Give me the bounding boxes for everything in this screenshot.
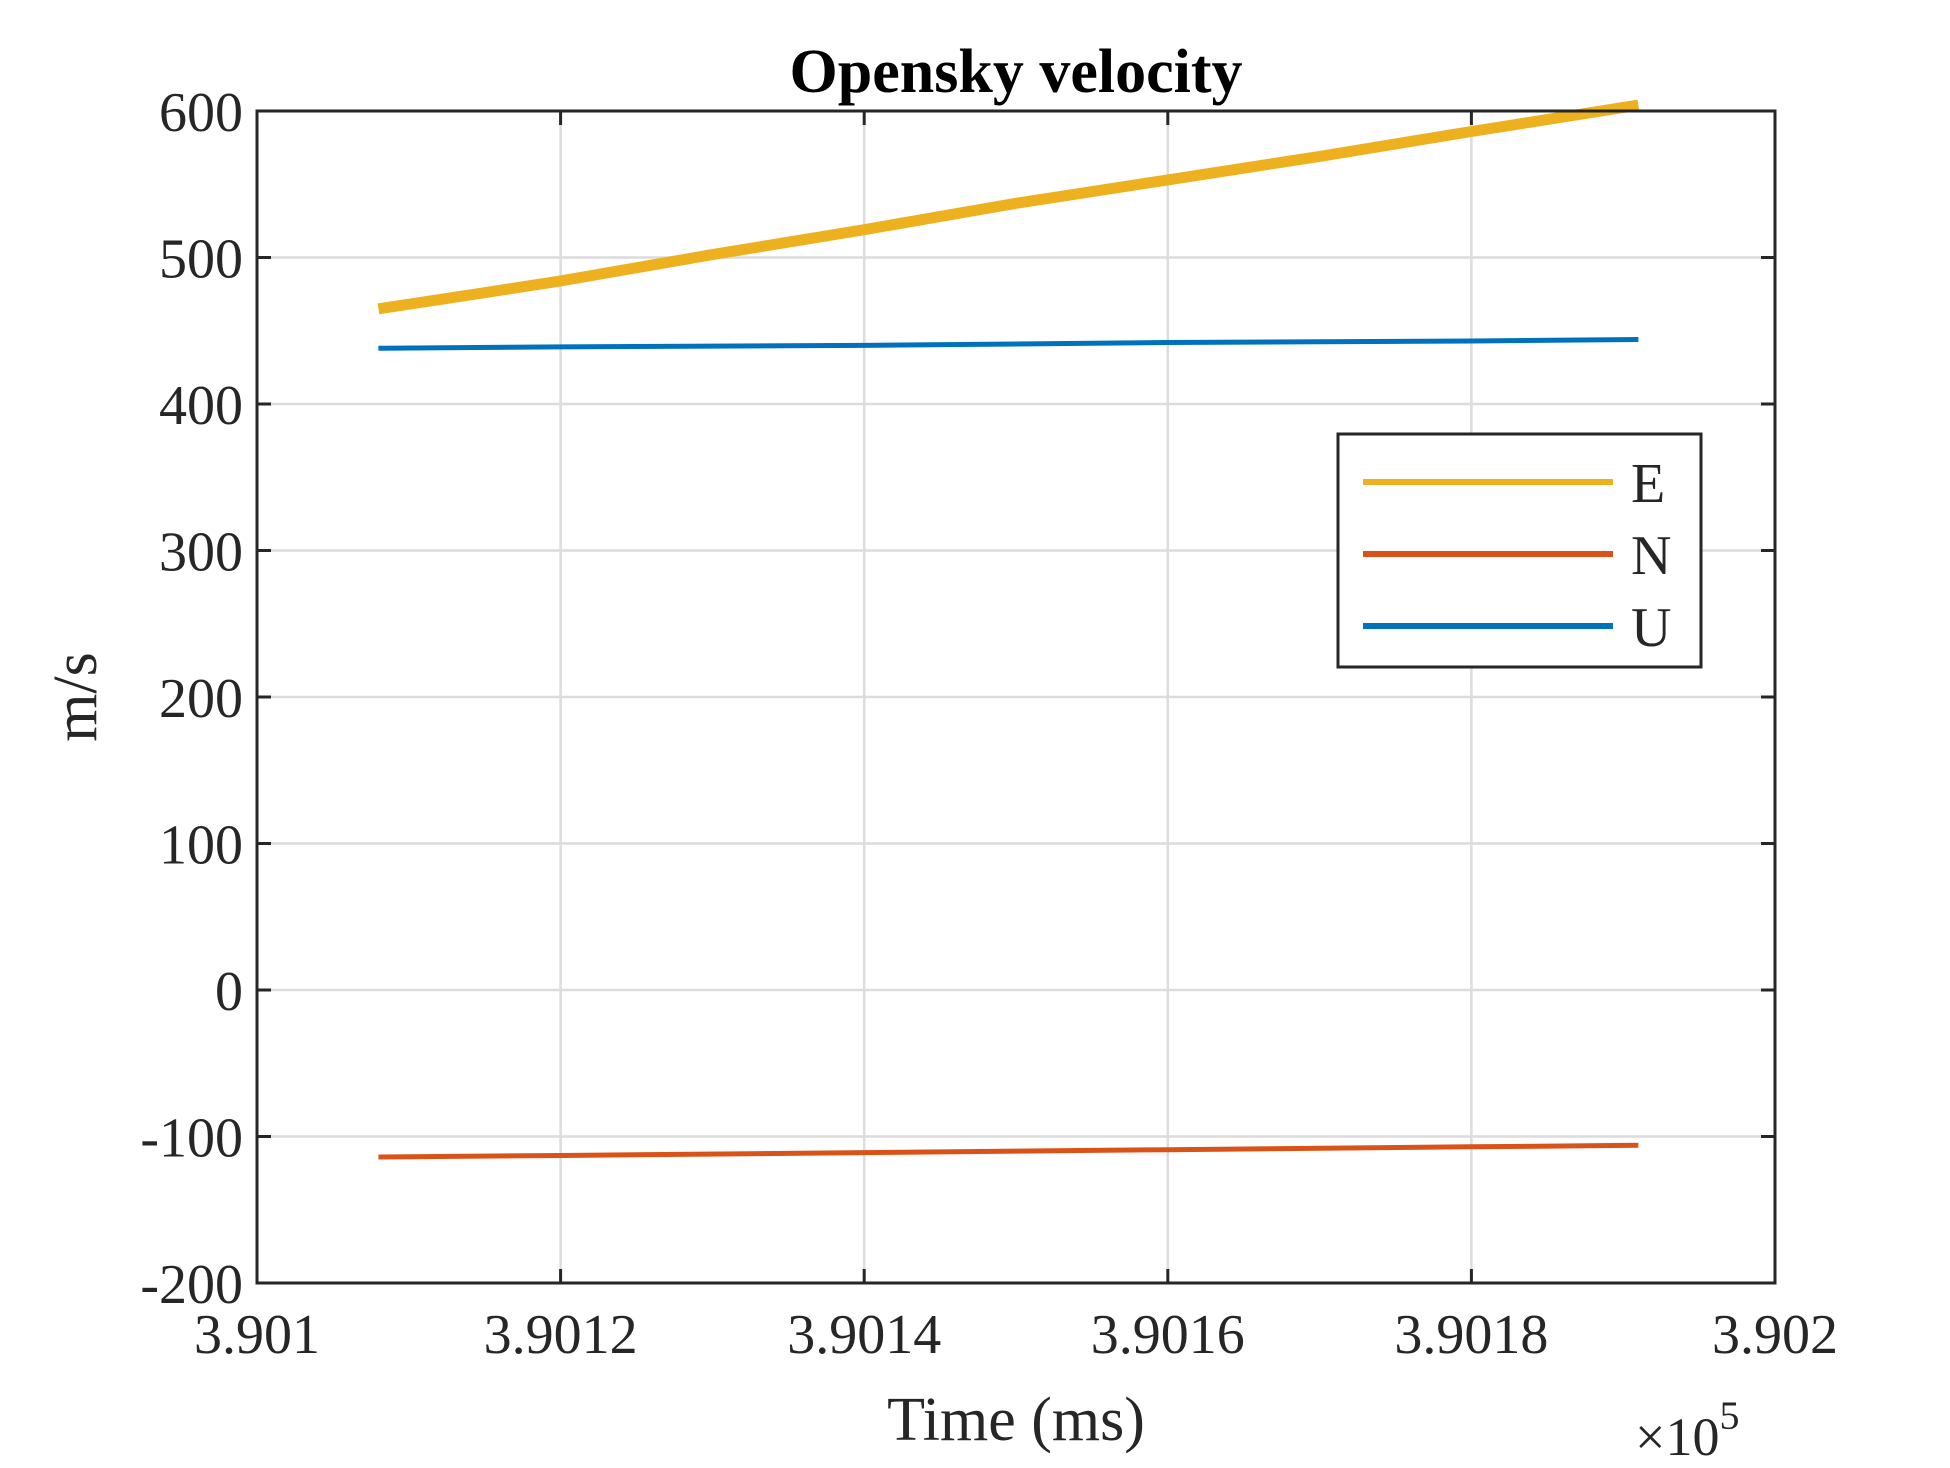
x-tick-label: 3.902 (1712, 1304, 1838, 1366)
x-axis-exponent-base: ×10 (1635, 1407, 1719, 1463)
x-axis-exponent-power: 5 (1719, 1393, 1739, 1438)
y-tick-label: 500 (159, 229, 243, 291)
y-tick-label: 300 (159, 522, 243, 584)
x-axis-exponent: ×105 (1635, 1393, 1739, 1463)
y-tick-label: -200 (140, 1254, 243, 1316)
legend-label-n: N (1631, 525, 1671, 587)
x-axis-label: Time (ms) (887, 1386, 1145, 1454)
x-tick-label: 3.9014 (787, 1304, 941, 1366)
y-tick-label: 0 (215, 961, 243, 1023)
chart-title: Opensky velocity (790, 38, 1243, 106)
y-tick-label: -100 (140, 1108, 243, 1170)
y-tick-label: 100 (159, 815, 243, 877)
legend-label-e: E (1631, 453, 1665, 515)
x-tick-label: 3.9012 (484, 1304, 638, 1366)
x-tick-label: 3.9016 (1091, 1304, 1245, 1366)
series-line-n (378, 1142, 1639, 1160)
y-tick-label: 400 (159, 375, 243, 437)
series-line-u (378, 337, 1639, 351)
series-line-e (377, 99, 1640, 315)
legend: ENU (1336, 432, 1703, 669)
x-tick-label: 3.901 (194, 1304, 320, 1366)
y-axis-label: m/s (42, 652, 110, 742)
y-tick-label: 600 (159, 82, 243, 144)
y-tick-label: 200 (159, 668, 243, 730)
legend-label-u: U (1631, 597, 1671, 659)
x-tick-label: 3.9018 (1394, 1304, 1548, 1366)
